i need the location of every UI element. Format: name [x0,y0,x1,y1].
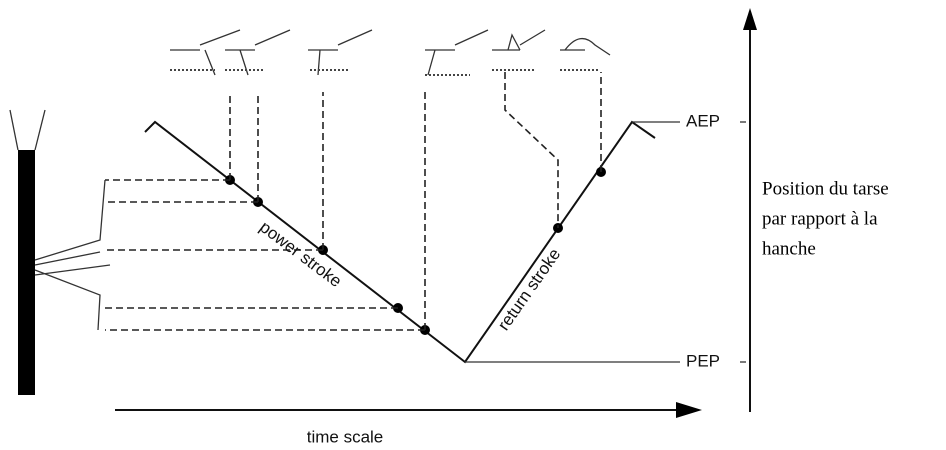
axes [115,8,757,418]
dashed-guides [105,72,602,331]
aep-label: AEP [686,111,720,130]
caption-line: hanche [762,238,816,259]
pep-label: PEP [686,351,720,370]
caption-line: Position du tarse [762,178,889,199]
power-stroke-label: power stroke [256,217,345,291]
insect-leg [9,109,111,395]
caption-line: par rapport à la [762,208,878,229]
time-scale-label: time scale [307,427,384,446]
trajectory [144,120,680,364]
return-stroke-label: return stroke [494,245,564,334]
leg-sketches [170,29,611,76]
